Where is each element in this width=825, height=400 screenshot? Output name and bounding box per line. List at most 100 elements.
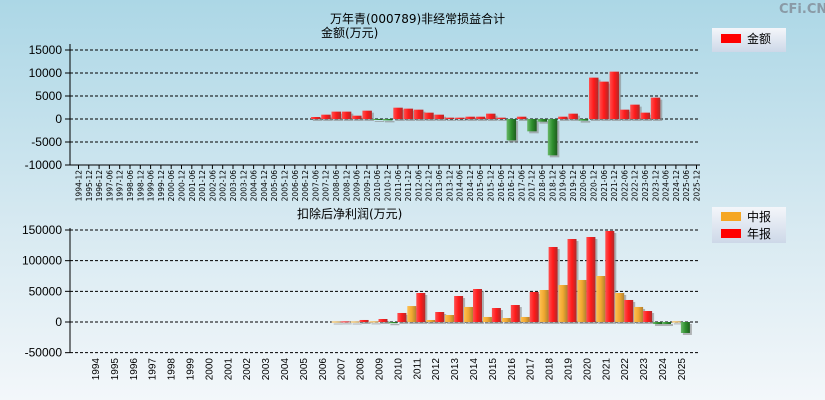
legend-item-annual: 年报 bbox=[712, 225, 786, 242]
bottom-bar-annual bbox=[473, 289, 482, 322]
top-xtick-label: 2012-12 bbox=[425, 170, 434, 202]
bottom-bar-interim-shadow bbox=[333, 323, 343, 325]
bottom-xtick-label: 2001 bbox=[223, 358, 234, 381]
bottom-bar-annual bbox=[624, 299, 634, 322]
top-bar bbox=[455, 117, 465, 119]
legend-swatch bbox=[721, 34, 741, 43]
top-bar bbox=[341, 111, 352, 119]
top-bar bbox=[630, 104, 640, 119]
bottom-xtick-label: 2002 bbox=[242, 358, 253, 381]
top-chart-title: 万年青(000789)非经常损益合计 bbox=[330, 12, 506, 26]
bottom-bar-interim bbox=[445, 315, 455, 322]
legend-item-interim: 中报 bbox=[712, 208, 786, 225]
top-xtick-label: 2009-06 bbox=[353, 170, 362, 202]
legend-swatch bbox=[721, 212, 741, 221]
bottom-bar-annual bbox=[491, 308, 501, 322]
top-bar bbox=[486, 113, 496, 119]
bottom-bar-annual bbox=[510, 305, 520, 322]
bottom-ytick-label: 150000 bbox=[22, 223, 62, 237]
top-xtick-label: 2000-12 bbox=[178, 170, 187, 202]
bottom-xtick-label: 1999 bbox=[186, 358, 197, 381]
bottom-xtick-label: 2009 bbox=[375, 358, 386, 381]
bottom-xtick-label: 1996 bbox=[129, 358, 140, 381]
top-xtick-label: 2004-06 bbox=[250, 170, 259, 202]
top-legend: 金额 bbox=[712, 28, 786, 52]
bottom-bar-annual bbox=[529, 292, 539, 322]
top-xtick-label: 2010-12 bbox=[384, 170, 393, 202]
top-bar-shadow bbox=[385, 121, 395, 123]
bottom-bar-interim-shadow bbox=[390, 324, 400, 326]
top-xtick-label: 2021-12 bbox=[610, 170, 619, 202]
top-xtick-label: 2005-06 bbox=[270, 170, 279, 202]
top-bar-shadow bbox=[518, 118, 529, 121]
bottom-bar-annual-shadow bbox=[380, 320, 390, 324]
top-bar bbox=[599, 81, 609, 119]
top-xtick-label: 2013-06 bbox=[435, 170, 444, 202]
bottom-bar-annual-shadow bbox=[664, 324, 673, 327]
bottom-xtick-label: 2025 bbox=[677, 358, 688, 381]
top-xtick-label: 1996-12 bbox=[95, 170, 104, 202]
top-xtick-label: 1994-12 bbox=[75, 170, 84, 202]
top-bar-shadow bbox=[374, 121, 385, 122]
top-bar bbox=[403, 108, 414, 119]
bottom-bar-interim bbox=[426, 319, 436, 322]
top-bar bbox=[537, 119, 547, 122]
bottom-xtick-label: 2021 bbox=[601, 358, 612, 381]
top-xtick-label: 1998-12 bbox=[136, 170, 145, 202]
bottom-bar-interim bbox=[482, 316, 492, 322]
top-bar bbox=[558, 116, 568, 119]
bottom-xtick-label: 1997 bbox=[148, 358, 159, 381]
bottom-xtick-label: 2013 bbox=[450, 358, 461, 381]
top-bar bbox=[506, 119, 517, 141]
top-xtick-label: 2013-12 bbox=[445, 170, 454, 202]
top-xtick-label: 2006-06 bbox=[291, 170, 300, 202]
top-bar-shadow bbox=[539, 121, 549, 124]
top-xtick-label: 2002-06 bbox=[208, 170, 217, 202]
bottom-xtick-label: 2004 bbox=[280, 358, 291, 381]
bottom-xtick-label: 2010 bbox=[393, 358, 404, 381]
bottom-xtick-label: 2012 bbox=[431, 358, 442, 381]
bottom-xtick-label: 2007 bbox=[337, 358, 348, 381]
top-xtick-label: 2018-06 bbox=[538, 170, 547, 202]
top-ytick-label: 10000 bbox=[29, 66, 63, 80]
top-xtick-label: 1999-06 bbox=[147, 170, 156, 202]
bottom-xtick-label: 2018 bbox=[545, 358, 556, 381]
top-xtick-label: 2023-06 bbox=[641, 170, 650, 202]
bottom-xtick-label: 1998 bbox=[167, 358, 178, 381]
bottom-bar-annual bbox=[586, 236, 596, 322]
bottom-xtick-label: 2020 bbox=[582, 358, 593, 381]
bottom-bar-annual-shadow bbox=[361, 321, 371, 324]
bottom-xtick-label: 2023 bbox=[639, 358, 650, 381]
bottom-bar-interim bbox=[464, 306, 473, 322]
top-bar bbox=[383, 119, 393, 121]
top-xtick-label: 2014-12 bbox=[466, 170, 475, 202]
bottom-bar-annual bbox=[662, 322, 671, 325]
top-xtick-label: 2012-06 bbox=[414, 170, 423, 202]
legend-item-amount: 金额 bbox=[712, 30, 786, 47]
top-bar-shadow bbox=[446, 119, 457, 121]
top-xtick-label: 2007-12 bbox=[322, 170, 331, 202]
top-xtick-label: 2009-12 bbox=[363, 170, 372, 202]
top-bar bbox=[547, 119, 558, 156]
bottom-bar-interim-shadow bbox=[371, 323, 381, 325]
bottom-bar-interim-shadow bbox=[428, 321, 438, 324]
bottom-bar-annual bbox=[454, 295, 464, 322]
bottom-xtick-label: 1995 bbox=[110, 358, 121, 381]
top-xtick-label: 2016-06 bbox=[497, 170, 506, 202]
bottom-ytick-label: 0 bbox=[55, 315, 62, 329]
bottom-bar-interim bbox=[350, 321, 360, 323]
bottom-bar-interim bbox=[596, 276, 606, 322]
bottom-bar-interim bbox=[558, 285, 568, 322]
top-bar bbox=[619, 109, 630, 119]
legend-label: 年报 bbox=[747, 227, 772, 241]
bottom-bar-interim-shadow bbox=[655, 324, 664, 327]
top-bar bbox=[465, 116, 475, 119]
top-bar bbox=[589, 77, 599, 119]
top-xtick-label: 2024-12 bbox=[672, 170, 681, 202]
top-xtick-label: 2017-12 bbox=[528, 170, 537, 202]
top-bar bbox=[362, 110, 372, 119]
bottom-bar-interim bbox=[407, 306, 417, 322]
bottom-bar-interim bbox=[671, 321, 681, 323]
top-xtick-label: 2004-12 bbox=[260, 170, 269, 202]
top-bar bbox=[475, 116, 486, 119]
